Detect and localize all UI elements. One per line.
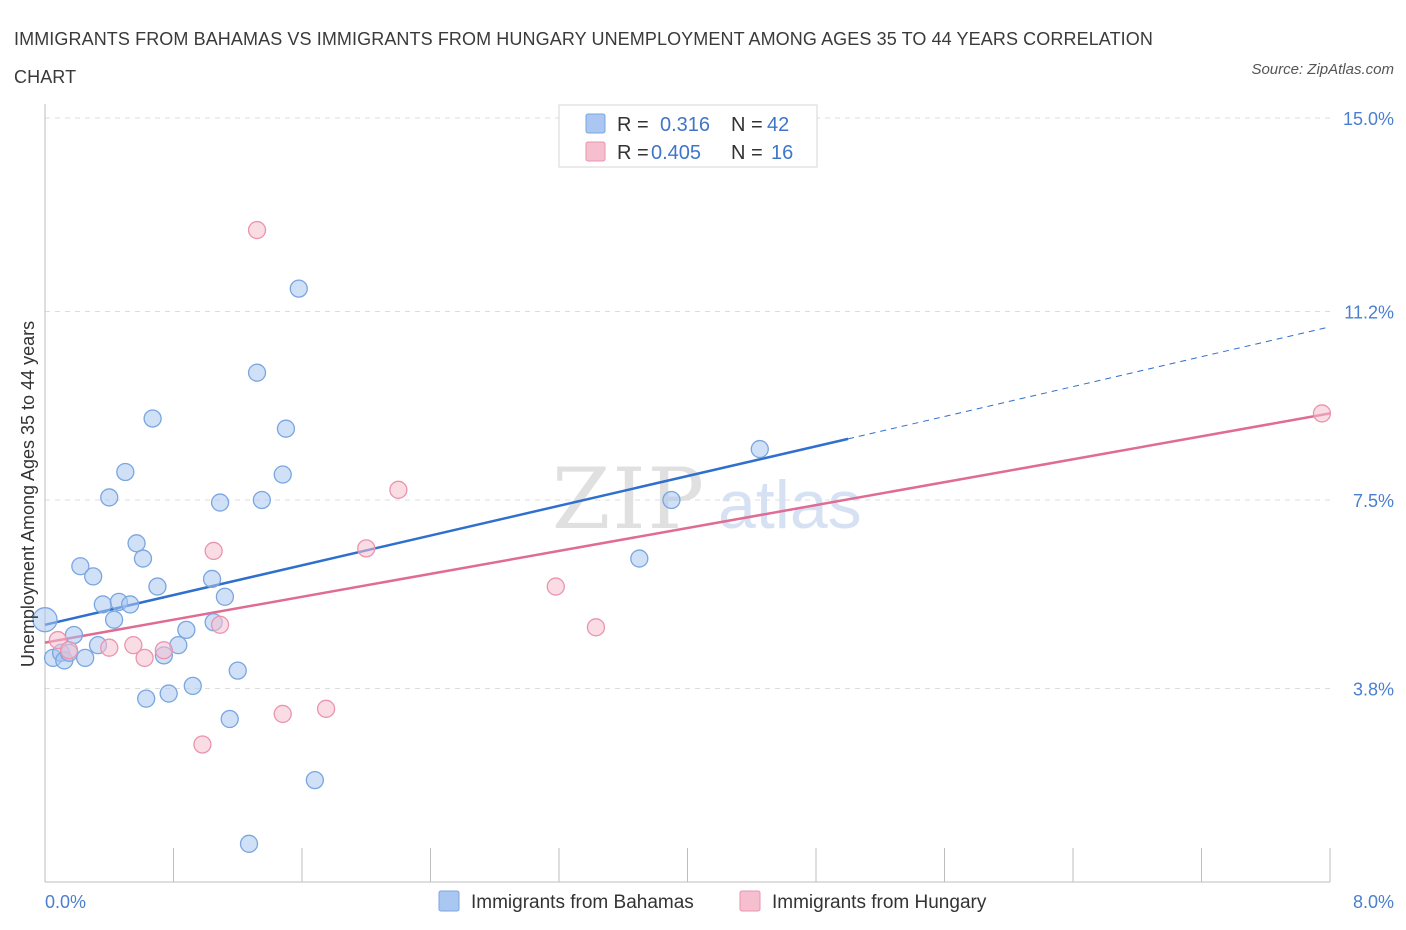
point-bahamas bbox=[289, 279, 308, 298]
point-bahamas bbox=[273, 465, 292, 484]
legend-n-label-hungary: N = bbox=[731, 142, 763, 164]
point-bahamas bbox=[247, 363, 267, 382]
point-bahamas bbox=[305, 770, 325, 790]
legend-n-value-bahamas: 42 bbox=[767, 114, 789, 136]
point-hungary bbox=[316, 699, 336, 718]
y-tick-label: 11.2% bbox=[1344, 303, 1394, 323]
y-tick-label: 15.0% bbox=[1343, 109, 1394, 129]
point-bahamas bbox=[93, 595, 112, 614]
point-hungary bbox=[273, 704, 292, 724]
chart-source: Source: ZipAtlas.com bbox=[1251, 61, 1394, 78]
point-bahamas bbox=[120, 595, 140, 614]
point-bahamas bbox=[210, 493, 230, 512]
point-bahamas bbox=[100, 488, 119, 507]
point-hungary bbox=[135, 648, 154, 668]
point-bahamas bbox=[662, 490, 681, 510]
watermark-zip: ZIP bbox=[552, 450, 706, 548]
point-bahamas bbox=[127, 534, 146, 553]
point-hungary bbox=[357, 539, 376, 558]
data-points bbox=[32, 220, 1332, 853]
point-hungary bbox=[193, 735, 212, 754]
legend-r-label-hungary: R = bbox=[617, 142, 649, 164]
point-bahamas bbox=[750, 439, 769, 459]
watermark-atlas: atlas bbox=[718, 467, 862, 543]
legend-swatch-bahamas bbox=[585, 113, 606, 134]
legend-r-label-bahamas: R = bbox=[617, 114, 649, 136]
grid bbox=[45, 117, 1330, 689]
point-hungary bbox=[124, 636, 143, 655]
x-tick-label-min: 0.0% bbox=[45, 892, 86, 912]
series-legend-label-bahamas: Immigrants from Bahamas bbox=[471, 892, 694, 913]
legend-r-value-hungary: 0.405 bbox=[651, 142, 701, 164]
series-legend: Immigrants from Bahamas Immigrants from … bbox=[438, 890, 987, 913]
legend-swatch-hungary bbox=[585, 141, 606, 162]
series-legend-label-hungary: Immigrants from Hungary bbox=[772, 892, 987, 913]
point-bahamas bbox=[133, 549, 153, 568]
series-legend-swatch-hungary bbox=[739, 890, 761, 912]
point-hungary bbox=[389, 480, 408, 499]
point-bahamas bbox=[252, 490, 271, 510]
point-bahamas bbox=[116, 462, 135, 482]
point-bahamas bbox=[32, 607, 58, 633]
point-bahamas bbox=[220, 709, 239, 729]
x-tick-label-max: 8.0% bbox=[1353, 892, 1394, 912]
point-bahamas bbox=[64, 625, 84, 645]
point-hungary bbox=[210, 615, 230, 634]
point-bahamas bbox=[228, 661, 247, 680]
legend-n-label-bahamas: N = bbox=[731, 114, 763, 136]
y-tick-labels: 3.8% 7.5% 11.2% 15.0% bbox=[1343, 109, 1394, 699]
trend-line-bahamas bbox=[44, 437, 849, 627]
point-bahamas bbox=[202, 569, 222, 589]
point-bahamas bbox=[183, 676, 202, 696]
point-bahamas bbox=[159, 684, 178, 703]
series-legend-swatch-bahamas bbox=[438, 890, 460, 912]
point-hungary bbox=[546, 577, 565, 596]
point-hungary bbox=[586, 618, 606, 637]
point-bahamas bbox=[630, 549, 649, 568]
point-bahamas bbox=[143, 409, 162, 428]
point-bahamas bbox=[276, 419, 296, 438]
point-bahamas bbox=[84, 567, 103, 586]
point-hungary bbox=[154, 641, 174, 660]
trend-line-hungary bbox=[44, 412, 1331, 644]
point-hungary bbox=[1312, 404, 1332, 423]
legend-n-value-hungary: 16 bbox=[771, 142, 793, 164]
point-hungary bbox=[100, 638, 119, 657]
chart-title: IMMIGRANTS FROM BAHAMAS VS IMMIGRANTS FR… bbox=[14, 29, 1153, 87]
point-hungary bbox=[48, 630, 67, 650]
y-axis-label: Unemployment Among Ages 35 to 44 years bbox=[18, 321, 38, 667]
point-bahamas bbox=[71, 557, 90, 576]
y-tick-label: 3.8% bbox=[1353, 679, 1394, 699]
point-bahamas bbox=[76, 648, 95, 668]
point-bahamas bbox=[148, 577, 167, 596]
trend-line-extension-bahamas bbox=[848, 326, 1331, 440]
point-bahamas bbox=[177, 620, 196, 640]
legend-r-value-bahamas: 0.316 bbox=[660, 114, 710, 136]
stats-legend: R = 0.316 N = 42 R = 0.405 N = 16 bbox=[558, 104, 818, 168]
point-bahamas bbox=[215, 587, 235, 606]
axes bbox=[44, 104, 1331, 883]
point-bahamas bbox=[104, 610, 124, 629]
point-bahamas bbox=[137, 689, 156, 708]
point-hungary bbox=[247, 220, 267, 240]
point-hungary bbox=[204, 541, 223, 561]
point-bahamas bbox=[239, 834, 259, 853]
point-hungary bbox=[59, 641, 79, 660]
y-tick-label: 7.5% bbox=[1353, 491, 1394, 511]
trend-lines bbox=[44, 326, 1331, 644]
